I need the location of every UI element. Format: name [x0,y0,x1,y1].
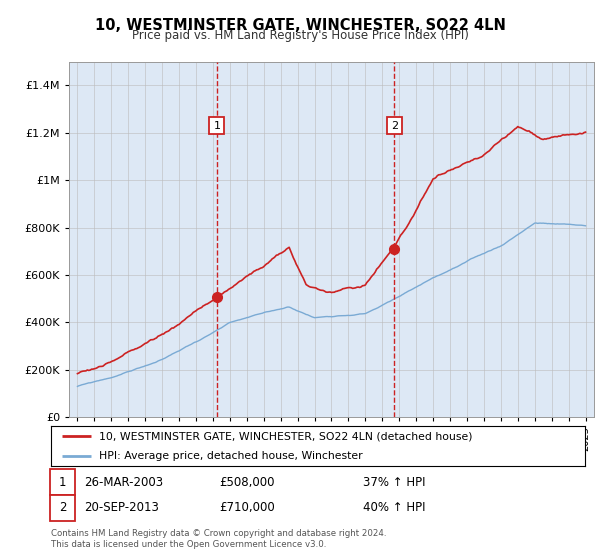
Text: £508,000: £508,000 [219,475,275,489]
Text: 1: 1 [214,120,220,130]
Text: 10, WESTMINSTER GATE, WINCHESTER, SO22 4LN (detached house): 10, WESTMINSTER GATE, WINCHESTER, SO22 4… [99,432,473,441]
Text: 2: 2 [59,501,66,515]
Text: Price paid vs. HM Land Registry's House Price Index (HPI): Price paid vs. HM Land Registry's House … [131,29,469,42]
Text: £710,000: £710,000 [219,501,275,515]
Text: HPI: Average price, detached house, Winchester: HPI: Average price, detached house, Winc… [99,451,362,461]
Text: 1: 1 [59,475,66,489]
Text: 26-MAR-2003: 26-MAR-2003 [84,475,163,489]
Text: 37% ↑ HPI: 37% ↑ HPI [363,475,425,489]
Text: 2: 2 [391,120,398,130]
Text: Contains HM Land Registry data © Crown copyright and database right 2024.
This d: Contains HM Land Registry data © Crown c… [51,529,386,549]
Text: 40% ↑ HPI: 40% ↑ HPI [363,501,425,515]
Text: 10, WESTMINSTER GATE, WINCHESTER, SO22 4LN: 10, WESTMINSTER GATE, WINCHESTER, SO22 4… [95,18,505,34]
Text: 20-SEP-2013: 20-SEP-2013 [84,501,159,515]
